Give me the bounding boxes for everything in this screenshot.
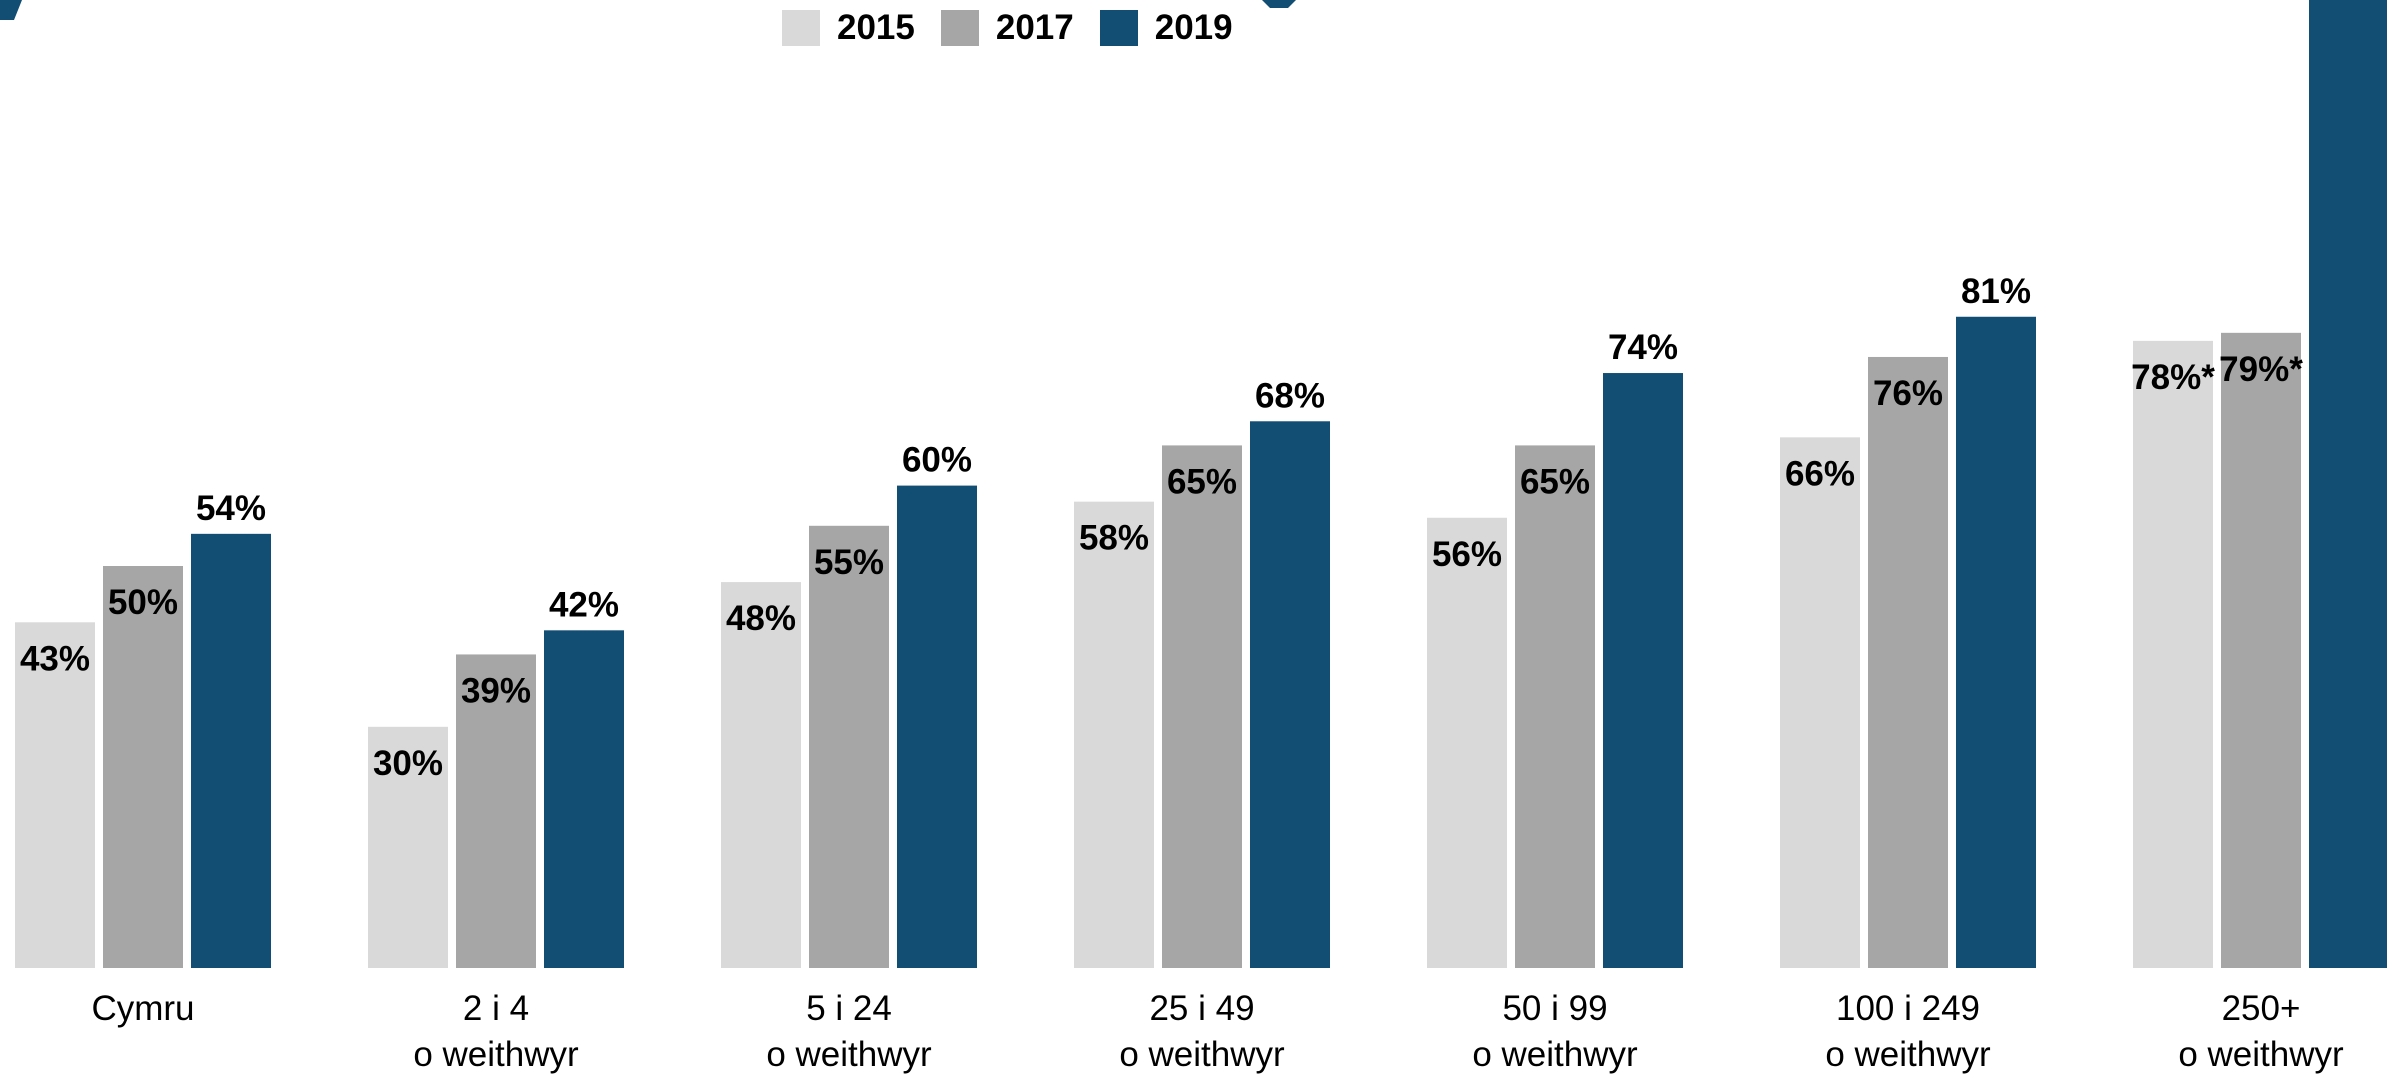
category-label-6-line-0: 250+ bbox=[2222, 989, 2301, 1028]
category-label-2-line-0: 5 i 24 bbox=[806, 989, 892, 1028]
value-label-2019-4: 74% bbox=[1608, 328, 1678, 367]
value-label-2015-2: 48% bbox=[726, 599, 796, 638]
category-label-4-line-1: o weithwyr bbox=[1472, 1035, 1638, 1074]
value-label-2015-0: 43% bbox=[20, 639, 90, 678]
value-label-2017-3: 65% bbox=[1167, 462, 1237, 501]
bar-2019-6 bbox=[2309, 0, 2387, 968]
category-label-0-line-0: Cymru bbox=[91, 989, 194, 1028]
bar-2017-0 bbox=[103, 566, 183, 968]
category-label-5-line-0: 100 i 249 bbox=[1836, 989, 1980, 1028]
legend-item-2019: 2019 bbox=[1099, 8, 1233, 48]
value-labels-layer: 43% 50% 54% 30% 39% 42% 48% 55% 60% 58% 65% 68% 56% 6… bbox=[20, 272, 2303, 783]
value-label-2017-6: 79%* bbox=[2219, 350, 2303, 389]
bar-2019-3 bbox=[1250, 421, 1330, 968]
category-labels-layer: Cymru 2 i 4 o weithwyr 5 i 24 o weithwyr 25 i… bbox=[91, 989, 2344, 1074]
bar-2015-0 bbox=[15, 622, 95, 968]
category-label-4-line-0: 50 i 99 bbox=[1502, 989, 1607, 1028]
bar-2019-4 bbox=[1603, 373, 1683, 968]
value-label-2019-5: 81% bbox=[1961, 272, 2031, 311]
value-label-2017-1: 39% bbox=[461, 671, 531, 710]
legend-label-2019: 2019 bbox=[1154, 8, 1233, 47]
value-label-2017-2: 55% bbox=[814, 543, 884, 582]
value-label-2017-5: 76% bbox=[1873, 374, 1943, 413]
legend-swatch-2015 bbox=[782, 10, 820, 46]
value-label-2015-5: 66% bbox=[1785, 454, 1855, 493]
bar-2019-5 bbox=[1956, 316, 2036, 968]
bar-2015-4 bbox=[1427, 517, 1507, 968]
category-label-3-line-0: 25 i 49 bbox=[1149, 989, 1254, 1028]
bar-2017-4 bbox=[1515, 445, 1595, 968]
legend-swatch-2017 bbox=[940, 10, 979, 46]
value-label-2015-1: 30% bbox=[373, 744, 443, 783]
legend-label-2017: 2017 bbox=[995, 8, 1074, 47]
bar-2017-3 bbox=[1162, 445, 1242, 968]
legend: 2015 2017 2019 bbox=[782, 8, 1259, 48]
value-label-2017-4: 65% bbox=[1520, 462, 1590, 501]
bar-2015-6 bbox=[2133, 340, 2213, 968]
bar-2015-3 bbox=[1074, 501, 1154, 968]
value-label-2015-3: 58% bbox=[1079, 519, 1149, 558]
bars-layer bbox=[15, 0, 2387, 969]
bar-2019-2 bbox=[897, 485, 977, 968]
value-label-2019-0: 54% bbox=[196, 489, 266, 528]
bar-2019-0 bbox=[191, 533, 271, 968]
category-label-1-line-0: 2 i 4 bbox=[463, 989, 529, 1028]
legend-swatch-2019 bbox=[1099, 10, 1138, 46]
title-fragment bbox=[0, 0, 1296, 20]
category-label-1-line-1: o weithwyr bbox=[413, 1035, 579, 1074]
category-label-2-line-1: o weithwyr bbox=[766, 1035, 932, 1074]
bar-2015-5 bbox=[1780, 437, 1860, 968]
category-label-5-line-1: o weithwyr bbox=[1825, 1035, 1991, 1074]
bar-2017-5 bbox=[1868, 356, 1948, 969]
category-label-3-line-1: o weithwyr bbox=[1119, 1035, 1285, 1074]
bar-2015-1 bbox=[368, 726, 448, 968]
value-label-2015-4: 56% bbox=[1432, 535, 1502, 574]
category-label-6-line-1: o weithwyr bbox=[2178, 1035, 2344, 1074]
bar-2015-2 bbox=[721, 582, 801, 968]
legend-label-2015: 2015 bbox=[837, 8, 915, 47]
bar-2019-1 bbox=[544, 630, 624, 968]
legend-item-2017: 2017 bbox=[940, 8, 1074, 48]
value-label-2015-6: 78%* bbox=[2131, 358, 2215, 397]
value-label-2019-1: 42% bbox=[549, 585, 619, 624]
bar-2017-1 bbox=[456, 654, 536, 968]
value-label-2019-3: 68% bbox=[1255, 376, 1325, 415]
value-label-2019-2: 60% bbox=[902, 441, 972, 480]
value-label-2017-0: 50% bbox=[108, 583, 178, 622]
legend-item-2015: 2015 bbox=[782, 8, 915, 48]
bar-2017-2 bbox=[809, 525, 889, 968]
bar-2017-6 bbox=[2221, 332, 2301, 969]
